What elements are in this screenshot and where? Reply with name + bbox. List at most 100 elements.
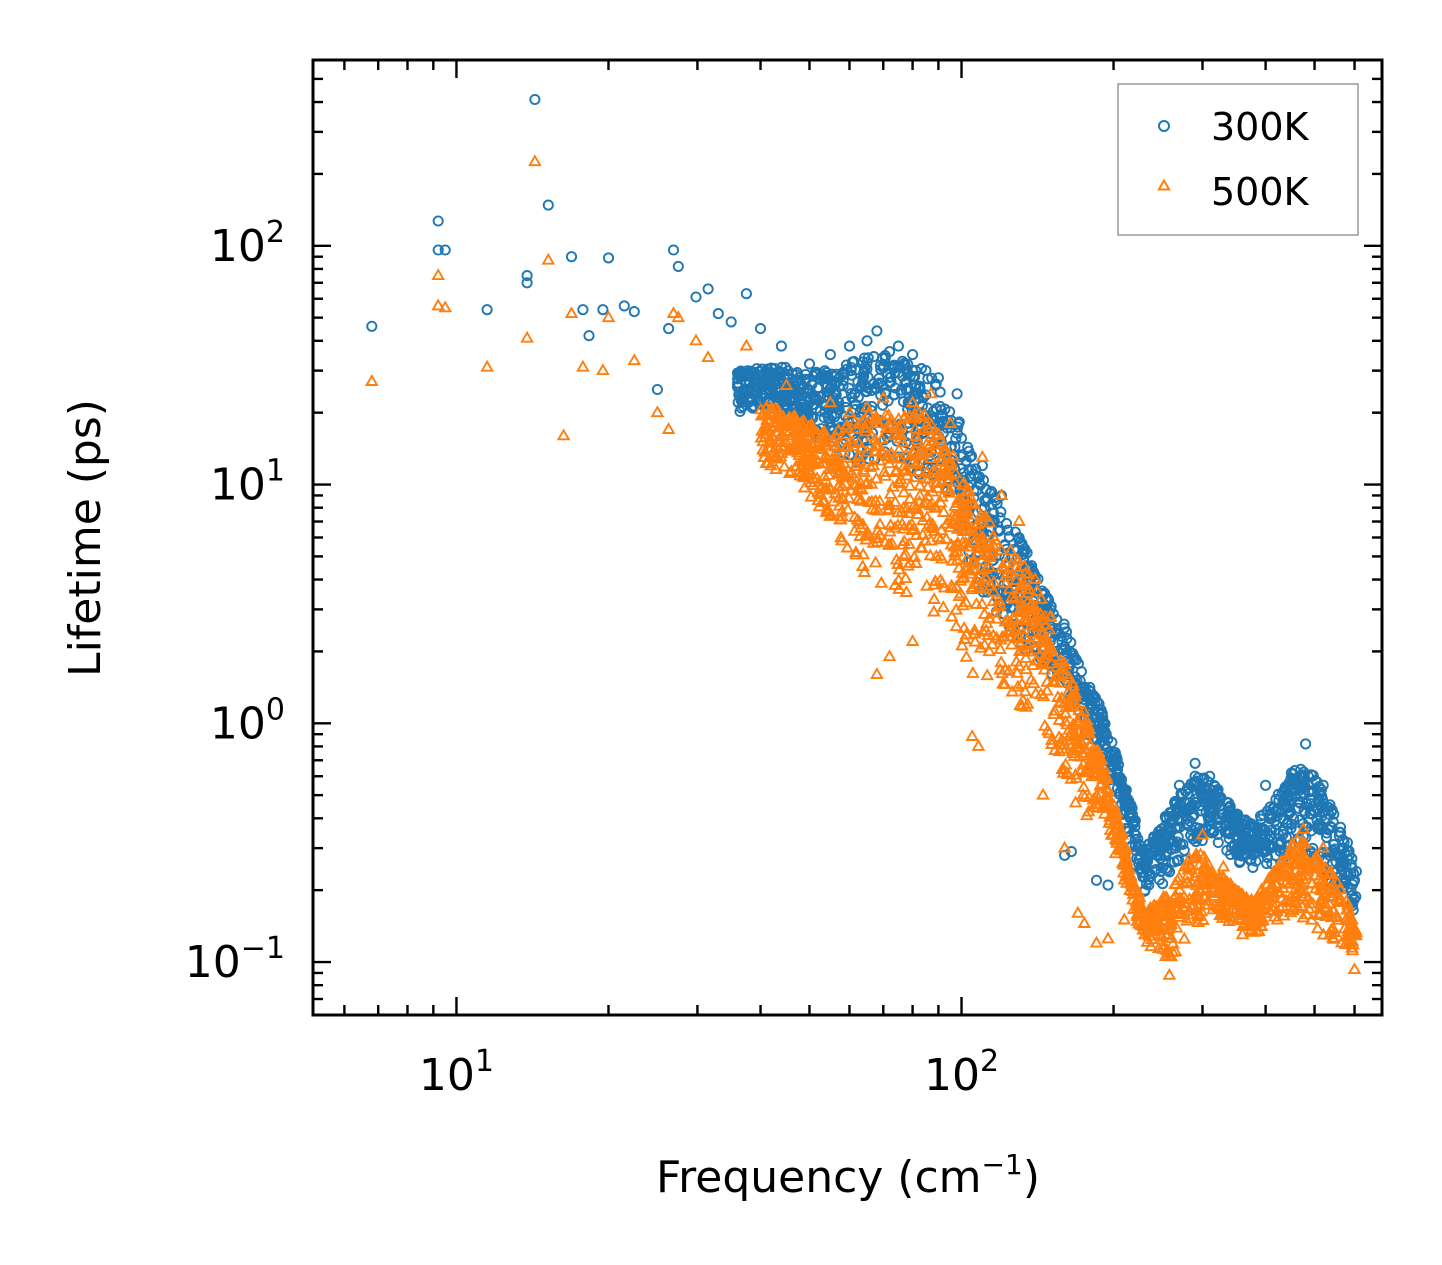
- marker-500k: [1044, 737, 1059, 749]
- marker-300k: [1263, 812, 1275, 825]
- marker-500k: [998, 677, 1012, 690]
- marker-300k: [753, 381, 765, 394]
- marker-300k: [1102, 733, 1114, 745]
- marker-500k: [1047, 649, 1062, 662]
- marker-300k: [1212, 836, 1224, 849]
- marker-500k: [1282, 876, 1297, 889]
- marker-500k: [977, 607, 992, 619]
- marker-300k: [740, 288, 752, 300]
- marker-300k: [1127, 818, 1139, 830]
- marker-500k: [1172, 870, 1186, 883]
- marker-500k: [866, 458, 881, 471]
- marker-500k: [934, 450, 949, 463]
- marker-500k: [1340, 902, 1354, 915]
- marker-500k: [1169, 920, 1184, 933]
- marker-500k: [801, 445, 816, 458]
- marker-300k: [1261, 858, 1273, 870]
- marker-300k: [439, 244, 451, 256]
- marker-300k: [821, 386, 833, 398]
- marker-500k: [1283, 846, 1297, 859]
- marker-300k: [1190, 793, 1202, 805]
- marker-500k: [1034, 634, 1049, 647]
- marker-500k: [895, 435, 910, 447]
- marker-300k: [1317, 779, 1329, 791]
- marker-500k: [1160, 943, 1174, 955]
- marker-500k: [819, 505, 834, 517]
- marker-300k: [875, 363, 887, 375]
- marker-300k: [1312, 794, 1324, 806]
- marker-300k: [583, 330, 595, 342]
- marker-500k: [1255, 901, 1270, 913]
- marker-500k: [1340, 929, 1354, 942]
- marker-500k: [862, 495, 876, 507]
- marker-500k: [1084, 758, 1099, 770]
- marker-300k: [980, 484, 992, 496]
- marker-500k: [1057, 696, 1072, 709]
- marker-500k: [1338, 913, 1353, 925]
- marker-500k: [1158, 909, 1173, 922]
- marker-500k: [1275, 891, 1289, 904]
- marker-500k: [982, 644, 997, 657]
- marker-300k: [1095, 735, 1107, 748]
- legend-label-500k: 500K: [1211, 170, 1310, 214]
- marker-500k: [975, 597, 989, 609]
- marker-500k: [1018, 684, 1032, 697]
- marker-500k: [868, 411, 883, 423]
- marker-500k: [889, 465, 903, 478]
- marker-500k: [973, 640, 988, 653]
- marker-500k: [1015, 677, 1029, 689]
- marker-500k: [1312, 901, 1327, 914]
- marker-500k: [975, 449, 990, 462]
- marker-300k: [994, 524, 1006, 536]
- marker-300k: [1350, 891, 1362, 903]
- marker-300k: [773, 392, 785, 404]
- marker-500k: [870, 667, 884, 679]
- marker-500k: [1077, 741, 1092, 754]
- marker-500k: [815, 428, 830, 441]
- marker-300k: [1014, 537, 1026, 549]
- marker-300k: [1138, 857, 1150, 869]
- marker-300k: [932, 372, 944, 384]
- marker-500k: [1013, 698, 1027, 710]
- marker-500k: [1296, 821, 1311, 834]
- marker-500k: [1064, 688, 1079, 701]
- marker-500k: [1117, 912, 1132, 925]
- marker-500k: [1133, 900, 1148, 912]
- marker-300k: [725, 316, 737, 328]
- marker-300k: [1169, 811, 1181, 823]
- marker-500k: [943, 416, 958, 429]
- marker-500k: [1017, 643, 1031, 656]
- marker-500k: [977, 510, 992, 522]
- marker-500k: [1108, 846, 1123, 859]
- marker-300k: [1297, 787, 1309, 799]
- marker-500k: [917, 445, 931, 457]
- marker-500k: [1191, 915, 1205, 928]
- marker-500k: [1172, 882, 1187, 895]
- marker-300k: [1321, 827, 1333, 839]
- marker-500k: [1076, 787, 1091, 800]
- marker-300k: [628, 306, 640, 318]
- marker-500k: [833, 512, 848, 525]
- marker-500k: [1034, 591, 1049, 604]
- marker-500k: [1198, 883, 1213, 896]
- y-tick-label: 102: [210, 215, 285, 272]
- marker-500k: [917, 407, 932, 420]
- marker-300k: [1090, 874, 1103, 886]
- marker-300k: [899, 359, 911, 371]
- marker-500k: [907, 470, 922, 483]
- marker-500k: [1073, 733, 1088, 746]
- marker-300k: [1300, 738, 1312, 750]
- marker-500k: [818, 481, 833, 494]
- marker-500k: [1097, 806, 1112, 819]
- marker-300k: [1309, 774, 1321, 787]
- marker-300k: [1311, 776, 1323, 788]
- marker-500k: [982, 559, 997, 572]
- marker-300k: [521, 277, 533, 289]
- marker-300k: [754, 323, 767, 335]
- marker-500k: [892, 442, 906, 455]
- marker-500k: [855, 482, 869, 495]
- marker-300k: [1247, 861, 1259, 873]
- marker-500k: [905, 523, 920, 535]
- marker-300k: [854, 381, 866, 393]
- marker-500k: [1332, 893, 1347, 906]
